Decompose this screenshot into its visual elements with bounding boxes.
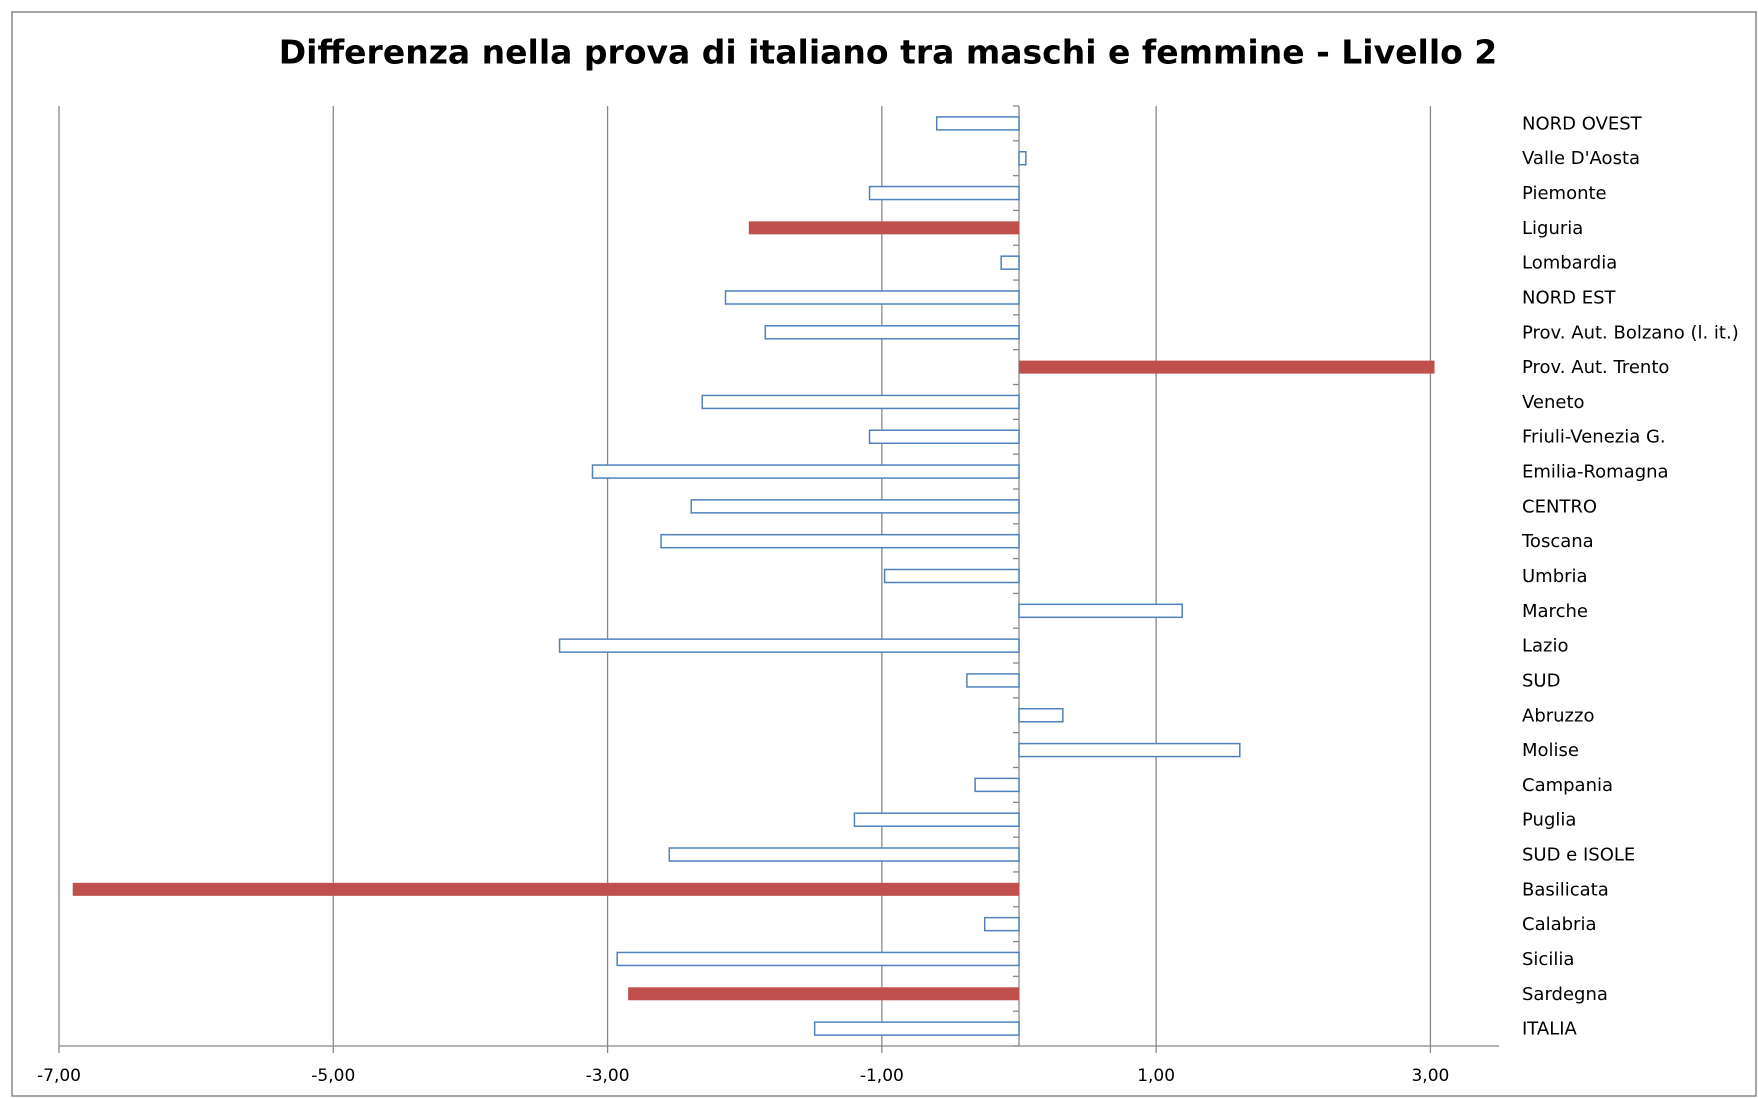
chart-border	[11, 11, 1757, 1097]
y-tick-label: Valle D'Aosta	[1522, 148, 1640, 169]
y-tick-label: Piemonte	[1522, 183, 1607, 204]
bar	[974, 777, 1020, 793]
bar	[853, 812, 1020, 827]
y-tick-label: NORD EST	[1522, 287, 1617, 308]
bar	[1018, 708, 1064, 723]
x-tick-label: -7,00	[37, 1066, 81, 1086]
y-tick-label: Lombardia	[1522, 253, 1617, 274]
bar	[724, 290, 1020, 305]
y-tick-label: Campania	[1522, 775, 1613, 796]
y-tick-label: Prov. Aut. Bolzano (l. it.)	[1522, 322, 1739, 343]
bar	[591, 464, 1020, 479]
y-tick-label: Molise	[1522, 740, 1579, 761]
bar	[1000, 255, 1020, 270]
y-tick-label: Liguria	[1522, 218, 1583, 239]
bar	[813, 1021, 1020, 1036]
y-tick-label: Veneto	[1522, 392, 1585, 413]
bar	[748, 221, 1019, 235]
bar	[966, 673, 1020, 688]
x-tick-label: 3,00	[1411, 1066, 1449, 1086]
bar	[628, 987, 1019, 1001]
y-tick-label: Umbria	[1522, 566, 1588, 587]
y-tick-label: Puglia	[1522, 810, 1576, 831]
y-tick-label: ITALIA	[1522, 1019, 1578, 1040]
bar	[764, 325, 1020, 340]
bar	[883, 568, 1020, 584]
y-tick-label: CENTRO	[1522, 496, 1597, 517]
y-tick-label: NORD OVEST	[1522, 113, 1643, 134]
y-tick-label: Sardegna	[1522, 984, 1608, 1005]
y-tick-label: Basilicata	[1522, 879, 1609, 900]
bar	[668, 847, 1020, 862]
bar	[868, 429, 1020, 444]
bar	[868, 185, 1020, 201]
bar	[1019, 360, 1435, 374]
y-tick-label: Marche	[1522, 601, 1588, 622]
bar	[983, 916, 1020, 932]
y-tick-label: Lazio	[1522, 636, 1569, 657]
bar	[935, 116, 1020, 131]
y-tick-label: SUD e ISOLE	[1522, 845, 1635, 866]
bar	[72, 882, 1019, 896]
x-tick-label: -1,00	[860, 1066, 904, 1086]
x-tick-label: -5,00	[311, 1066, 355, 1086]
x-tick-label: 1,00	[1137, 1066, 1175, 1086]
bar	[1018, 150, 1027, 166]
y-tick-label: SUD	[1522, 670, 1560, 691]
y-tick-label: Emilia-Romagna	[1522, 462, 1669, 483]
chart-title: Differenza nella prova di italiano tra m…	[279, 33, 1498, 72]
bar	[660, 533, 1020, 549]
y-tick-label: Friuli-Venezia G.	[1522, 427, 1666, 448]
bar	[1018, 742, 1241, 758]
y-tick-label: Abruzzo	[1522, 705, 1594, 726]
x-tick-label: -3,00	[586, 1066, 630, 1086]
bar	[616, 951, 1020, 967]
y-tick-label: Toscana	[1521, 531, 1594, 552]
y-tick-label: Calabria	[1522, 914, 1597, 935]
bar	[1018, 603, 1183, 619]
y-tick-label: Sicilia	[1522, 949, 1574, 970]
y-tick-label: Prov. Aut. Trento	[1522, 357, 1669, 378]
bar	[690, 499, 1020, 514]
bar	[558, 638, 1020, 653]
bar	[701, 394, 1020, 410]
